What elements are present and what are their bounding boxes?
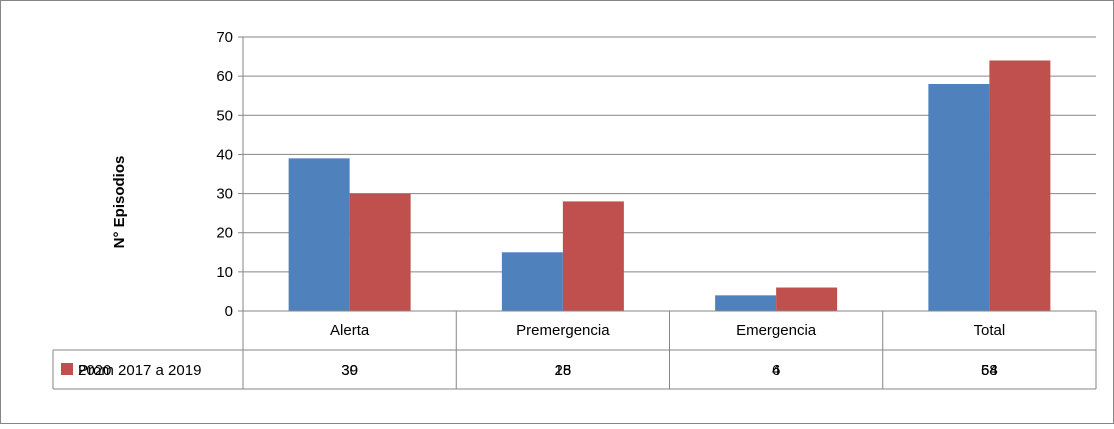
legend-key: [61, 363, 73, 375]
data-label: 4: [772, 362, 780, 379]
bar: [501, 252, 563, 311]
data-label: 28: [555, 362, 572, 379]
bar: [928, 83, 990, 311]
bar: [989, 60, 1051, 311]
y-tick-label: 0: [225, 303, 233, 320]
bars: [288, 60, 1051, 311]
data-label: 58: [981, 362, 998, 379]
y-tick-label: 50: [216, 107, 233, 124]
data-label: 30: [341, 362, 358, 379]
axes: 0 10 20 30 40 50 60 70: [216, 29, 244, 389]
y-tick-label: 40: [216, 146, 233, 163]
y-tick-label: 20: [216, 225, 233, 242]
category-label: Premergencia: [516, 322, 610, 339]
bar: [776, 287, 838, 311]
y-tick-label: 30: [216, 186, 233, 203]
category-label: Alerta: [330, 322, 370, 339]
category-label: Total: [974, 322, 1006, 339]
bar: [715, 295, 777, 311]
data-table: Alerta Premergencia Emergencia Total 2020 39 1…: [52, 310, 1097, 390]
y-axis-title: N° Episodios: [111, 156, 128, 249]
data-label: 15: [555, 362, 572, 379]
legend-label: 2020: [78, 362, 111, 379]
data-label: 64: [981, 362, 998, 379]
data-label: 39: [341, 362, 358, 379]
category-label: Emergencia: [736, 322, 817, 339]
legend-label: Prom 2017 a 2019: [78, 362, 201, 379]
y-tick-label: 70: [216, 29, 233, 46]
y-tick-label: 10: [216, 264, 233, 281]
bar: [562, 201, 624, 311]
y-tick-label: 60: [216, 68, 233, 85]
bar: [349, 193, 411, 311]
data-label: 6: [772, 362, 780, 379]
bar: [288, 158, 350, 311]
